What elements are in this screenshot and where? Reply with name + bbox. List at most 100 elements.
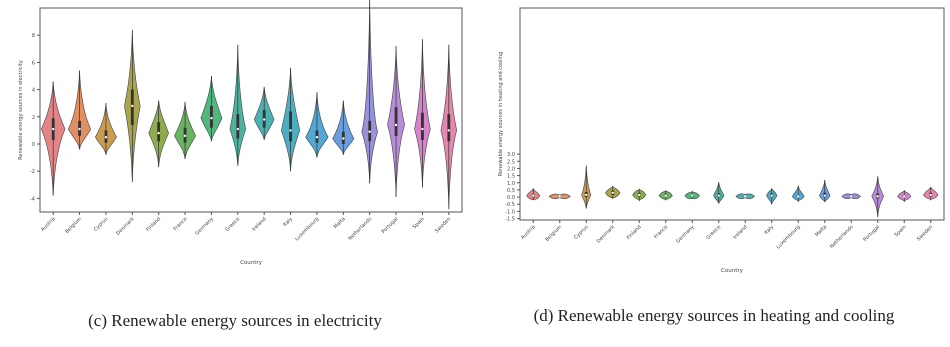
y-tick-label: 1.0 [507,181,515,187]
violin-iqr-box [157,122,161,142]
violin-median [342,137,345,140]
x-tick-label: Netherlands [829,224,855,250]
x-tick-label: Italy [763,224,775,236]
violin-median [611,191,614,194]
x-tick-label: Greece [224,216,241,233]
y-tick-label: 3.0 [507,152,515,158]
violin-median [823,194,826,197]
x-tick-label: Belgium [64,216,83,235]
violin-median [850,195,853,198]
violin-iqr-box [130,89,134,125]
y-tick-label: -2 [30,169,35,175]
violin-median [638,193,641,197]
violin-italy [281,67,301,172]
x-tick-label: France [172,216,188,232]
violin-median [797,195,800,198]
violin-median [903,195,906,198]
x-tick-label: Netherlands [347,216,373,242]
x-tick-label: Belgium [544,224,563,243]
violin-median [51,127,55,131]
violin-median [210,116,213,120]
y-tick-label: 2.5 [507,159,515,165]
violin-median [664,194,667,197]
violin-spain [897,189,912,203]
violin-belgium [548,193,571,200]
violin-iqr-box [210,105,213,128]
violin-greece [229,44,247,166]
violin-denmark [605,185,621,200]
violin-median [78,127,81,131]
x-tick-label: Luxembourg [775,224,801,250]
violin-denmark [124,29,141,183]
y-tick-label: 8 [32,33,35,39]
x-tick-label: Malta [814,224,828,238]
violin-median [394,123,398,127]
y-tick-label: 2.0 [507,166,515,172]
violin-median [532,194,535,197]
violin-median [717,194,720,197]
violin-sweden [923,186,939,201]
violin-france [174,101,196,159]
violin-median [262,118,266,121]
x-tick-label: Italy [282,216,294,228]
y-tick-label: 0.5 [507,188,515,194]
violin-portugal [871,176,885,218]
violin-italy [766,188,778,205]
violin-median [929,193,932,197]
x-tick-label: Spain [894,224,908,238]
violin-netherlands [841,193,861,200]
x-tick-label: Germany [675,224,696,245]
x-tick-label: Spain [412,216,426,230]
violin-median [585,193,588,197]
x-tick-label: Austria [40,216,57,233]
violin-germany [684,190,700,200]
violin-spain [414,39,431,188]
x-tick-label: Denmark [115,216,136,237]
violin-luxembourg [791,185,805,203]
x-tick-label: Austria [520,224,537,241]
x-tick-label: Ireland [251,216,267,232]
violin-portugal [387,46,405,198]
x-tick-label: France [653,224,669,240]
violin-cyprus [95,103,117,155]
violin-iqr-box [236,114,240,139]
violin-median [691,194,694,197]
x-tick-label: Sweden [434,216,452,234]
x-tick-label: Greece [705,224,722,241]
x-tick-label: Cyprus [573,224,590,241]
x-tick-label: Finland [145,216,162,233]
violin-median [876,195,879,198]
caption-c: (c) Renewable energy sources in electric… [88,311,382,330]
violin-greece [713,182,725,204]
violin-median [183,134,187,138]
x-tick-label: Denmark [596,224,617,245]
x-axis-label: Country [240,260,263,266]
violin-malta [819,179,831,203]
violin-ireland [253,86,275,140]
violin-median [770,194,773,197]
violin-chart-heating-cooling: -1.5 -1.0-0.50.00.51.01.5 2.02.53.0Renewab… [498,7,945,274]
x-tick-label: Germany [194,216,215,237]
violin-median [289,129,292,132]
violin-finland [148,100,169,168]
violin-cyprus [581,165,592,209]
violin-median [558,195,561,198]
violin-sweden [440,44,458,210]
y-axis-label: Renewable energy sources in electricity [18,60,24,160]
violin-median [236,127,240,131]
y-tick-label: 6 [32,60,35,66]
x-tick-label: Cyprus [93,216,110,233]
x-tick-label: Portugal [381,216,400,235]
violin-luxembourg [305,92,329,158]
violin-iqr-box [289,111,292,142]
violin-iqr-box [447,114,451,142]
x-tick-label: Malta [333,216,347,230]
violin-belgium [68,70,92,150]
violin-malta [332,100,355,155]
violin-france [658,189,673,201]
violin-austria [40,81,66,196]
y-tick-label: 2 [32,115,35,121]
y-tick-label: 1.5 [507,174,515,180]
y-tick-label: -1.5 [505,217,515,223]
y-tick-label: -4 [30,196,35,202]
